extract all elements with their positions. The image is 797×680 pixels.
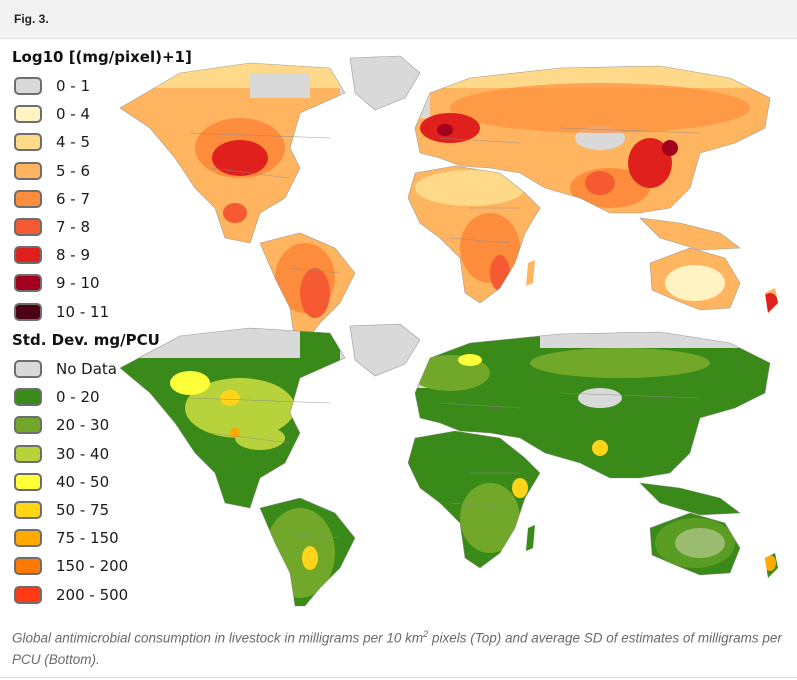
bottom-legend-item: 50 - 75 (14, 496, 128, 524)
bottom-legend: No Data 0 - 20 20 - 30 30 - 40 40 - 50 50 - 7… (14, 355, 128, 609)
bottom-legend-label: 0 - 20 (56, 388, 100, 407)
bottom-legend-label: 30 - 40 (56, 444, 110, 463)
top-legend-label: 10 - 11 (56, 302, 110, 321)
bottom-legend-item: 150 - 200 (14, 552, 128, 580)
bottom-legend-label: 50 - 75 (56, 501, 110, 520)
top-legend-label: 7 - 8 (56, 218, 91, 237)
bottom-legend-label: No Data (56, 360, 117, 379)
bottom-divider (0, 677, 797, 678)
figure-panel: Log10 [(mg/pixel)+1] 0 - 1 0 - 4 4 - 5 5 - … (0, 38, 797, 618)
top-legend-item: 5 - 6 (14, 157, 109, 185)
bottom-legend-label: 20 - 30 (56, 416, 110, 435)
figure-header: Fig. 3. (0, 0, 797, 39)
top-legend-item: 0 - 1 (14, 72, 109, 100)
top-legend-item: 10 - 11 (14, 298, 109, 326)
top-legend-item: 7 - 8 (14, 213, 109, 241)
bottom-legend-label: 200 - 500 (56, 585, 129, 604)
top-legend-label: 6 - 7 (56, 189, 91, 208)
bottom-legend-item: 30 - 40 (14, 440, 128, 468)
top-legend-label: 4 - 5 (56, 133, 91, 152)
bottom-legend-item: 200 - 500 (14, 581, 128, 609)
top-map-borders (119, 55, 771, 344)
top-legend-label: 0 - 1 (56, 77, 91, 96)
top-legend-swatch (14, 274, 42, 293)
bottom-map (119, 323, 778, 607)
maps-svg (119, 55, 778, 607)
top-legend-swatch (14, 218, 42, 237)
top-legend-item: 8 - 9 (14, 241, 109, 269)
bottom-legend-label: 75 - 150 (56, 529, 119, 548)
bottom-legend-label: 40 - 50 (56, 472, 110, 491)
figure-label: Fig. 3. (14, 12, 49, 26)
bottom-legend-swatch (14, 388, 42, 407)
top-legend-label: 5 - 6 (56, 161, 91, 180)
bottom-legend-title: Std. Dev. mg/PCU (12, 331, 160, 349)
bottom-legend-item: 20 - 30 (14, 411, 128, 439)
top-legend-swatch (14, 302, 42, 321)
top-legend-item: 0 - 4 (14, 100, 109, 128)
top-legend-item: 9 - 10 (14, 269, 109, 297)
top-legend-swatch (14, 77, 42, 96)
caption-text-2: pixels (Top) and average SD of estimates… (12, 630, 782, 667)
top-legend-swatch (14, 161, 42, 180)
bottom-legend-label: 150 - 200 (56, 557, 129, 576)
top-legend-swatch (14, 246, 42, 265)
bottom-legend-item: No Data (14, 355, 128, 383)
top-legend-label: 9 - 10 (56, 274, 100, 293)
top-legend-item: 4 - 5 (14, 128, 109, 156)
bottom-legend-swatch (14, 360, 42, 379)
bottom-legend-item: 0 - 20 (14, 383, 128, 411)
bottom-legend-swatch (14, 416, 42, 435)
bottom-legend-item: 40 - 50 (14, 468, 128, 496)
top-map (119, 55, 778, 344)
top-legend: 0 - 1 0 - 4 4 - 5 5 - 6 6 - 7 7 - 8 8 - 9 9 - 1… (14, 72, 109, 326)
bottom-legend-swatch (14, 472, 42, 491)
top-legend-swatch (14, 105, 42, 124)
bottom-legend-swatch (14, 501, 42, 520)
bottom-legend-swatch (14, 529, 42, 548)
figure-caption: Global antimicrobial consumption in live… (12, 624, 784, 670)
bottom-legend-swatch (14, 444, 42, 463)
top-map-land (120, 56, 778, 343)
top-legend-item: 6 - 7 (14, 185, 109, 213)
top-legend-swatch (14, 133, 42, 152)
bottom-map-land (120, 324, 778, 606)
top-legend-label: 0 - 4 (56, 105, 91, 124)
top-legend-swatch (14, 189, 42, 208)
top-legend-title: Log10 [(mg/pixel)+1] (12, 48, 192, 66)
bottom-legend-swatch (14, 557, 42, 576)
top-legend-label: 8 - 9 (56, 246, 91, 265)
bottom-map-borders (119, 323, 771, 607)
caption-text-1: Global antimicrobial consumption in live… (12, 630, 424, 646)
bottom-legend-item: 75 - 150 (14, 524, 128, 552)
caption-superscript: 2 (423, 629, 429, 639)
bottom-legend-swatch (14, 585, 42, 604)
